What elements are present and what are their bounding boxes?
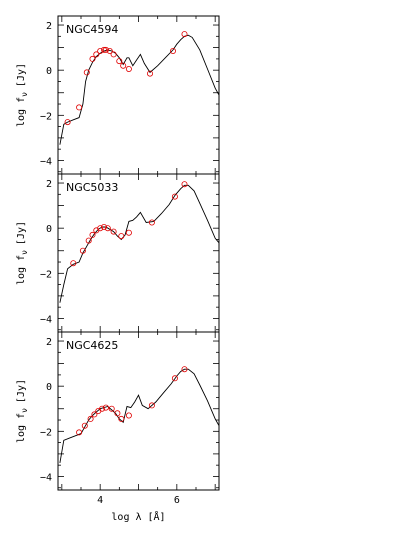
- photometry-point: [120, 62, 127, 69]
- model-sed-line: [59, 34, 220, 145]
- photometry-point: [104, 225, 111, 232]
- galaxy-name: NGC4594: [66, 23, 118, 36]
- photometry-point: [79, 247, 86, 254]
- y-tick-label: −4: [40, 156, 52, 167]
- galaxy-name: NGC5033: [66, 181, 118, 194]
- photometry-point: [97, 48, 104, 55]
- model-sed-line: [59, 184, 220, 303]
- panel-frame: [57, 331, 220, 491]
- photometry-point: [87, 415, 94, 422]
- photometry-point: [95, 407, 102, 414]
- y-axis-label: log fν[Jy]: [16, 221, 29, 285]
- x-axis-label: log λ [Å]: [111, 510, 165, 523]
- panel-frame: [57, 15, 220, 175]
- photometry-point: [85, 237, 92, 244]
- photometry-point: [169, 48, 176, 55]
- photometry-point: [114, 410, 121, 417]
- photometry-point: [76, 104, 83, 111]
- photometry-point: [148, 402, 155, 409]
- y-tick-label: −4: [40, 314, 52, 325]
- photometry-point: [81, 422, 88, 429]
- photometry-point: [101, 46, 108, 53]
- photometry-point: [76, 429, 83, 436]
- y-tick-label: 0: [46, 382, 52, 393]
- photometry-point: [118, 415, 125, 422]
- photometry-point: [91, 411, 98, 418]
- photometry-point: [97, 225, 104, 232]
- y-tick-label: −2: [40, 269, 52, 280]
- y-tick-label: −4: [40, 472, 52, 483]
- y-tick-label: −2: [40, 427, 52, 438]
- y-tick-label: 0: [46, 224, 52, 235]
- photometry-point: [102, 404, 109, 411]
- y-tick-label: 2: [46, 21, 52, 32]
- model-sed-line: [59, 368, 220, 463]
- photometry-point: [146, 70, 153, 77]
- photometry-point: [110, 228, 117, 235]
- y-tick-label: 2: [46, 337, 52, 348]
- photometry-point: [125, 412, 132, 419]
- photometry-point: [101, 223, 108, 230]
- y-axis-label: log fν[Jy]: [16, 379, 29, 443]
- photometry-point: [181, 366, 188, 373]
- y-axis-label: log fν[Jy]: [16, 63, 29, 127]
- photometry-point: [106, 48, 113, 55]
- photometry-point: [108, 405, 115, 412]
- photometry-point: [102, 46, 109, 53]
- x-tick-label: 6: [174, 495, 180, 506]
- photometry-point: [171, 375, 178, 382]
- photometry-point: [89, 231, 96, 238]
- x-tick-label: 4: [97, 495, 103, 506]
- photometry-point: [118, 233, 125, 240]
- y-tick-label: 0: [46, 66, 52, 77]
- photometry-point: [93, 51, 100, 58]
- photometry-point: [64, 119, 71, 126]
- y-tick-label: 2: [46, 179, 52, 190]
- photometry-point: [83, 69, 90, 76]
- y-tick-label: −2: [40, 111, 52, 122]
- photometry-point: [116, 58, 123, 65]
- photometry-point: [110, 51, 117, 58]
- photometry-point: [70, 260, 77, 267]
- photometry-point: [181, 31, 188, 38]
- photometry-point: [89, 55, 96, 62]
- photometry-point: [171, 193, 178, 200]
- galaxy-name: NGC4625: [66, 339, 118, 352]
- sed-panel-3: −4 −2 0 2 4 6 log λ [Å] log fν[Jy] NGC4625: [16, 331, 220, 523]
- photometry-point: [148, 219, 155, 226]
- photometry-point: [125, 229, 132, 236]
- sed-panel-1: −4 −2 0 2 log fν[Jy] NGC4594: [16, 15, 220, 175]
- photometry-point: [181, 181, 188, 188]
- sed-panel-2: −4 −2 0 2 log fν[Jy] NGC5033: [16, 173, 220, 333]
- photometry-point: [125, 66, 132, 73]
- photometry-point: [99, 405, 106, 412]
